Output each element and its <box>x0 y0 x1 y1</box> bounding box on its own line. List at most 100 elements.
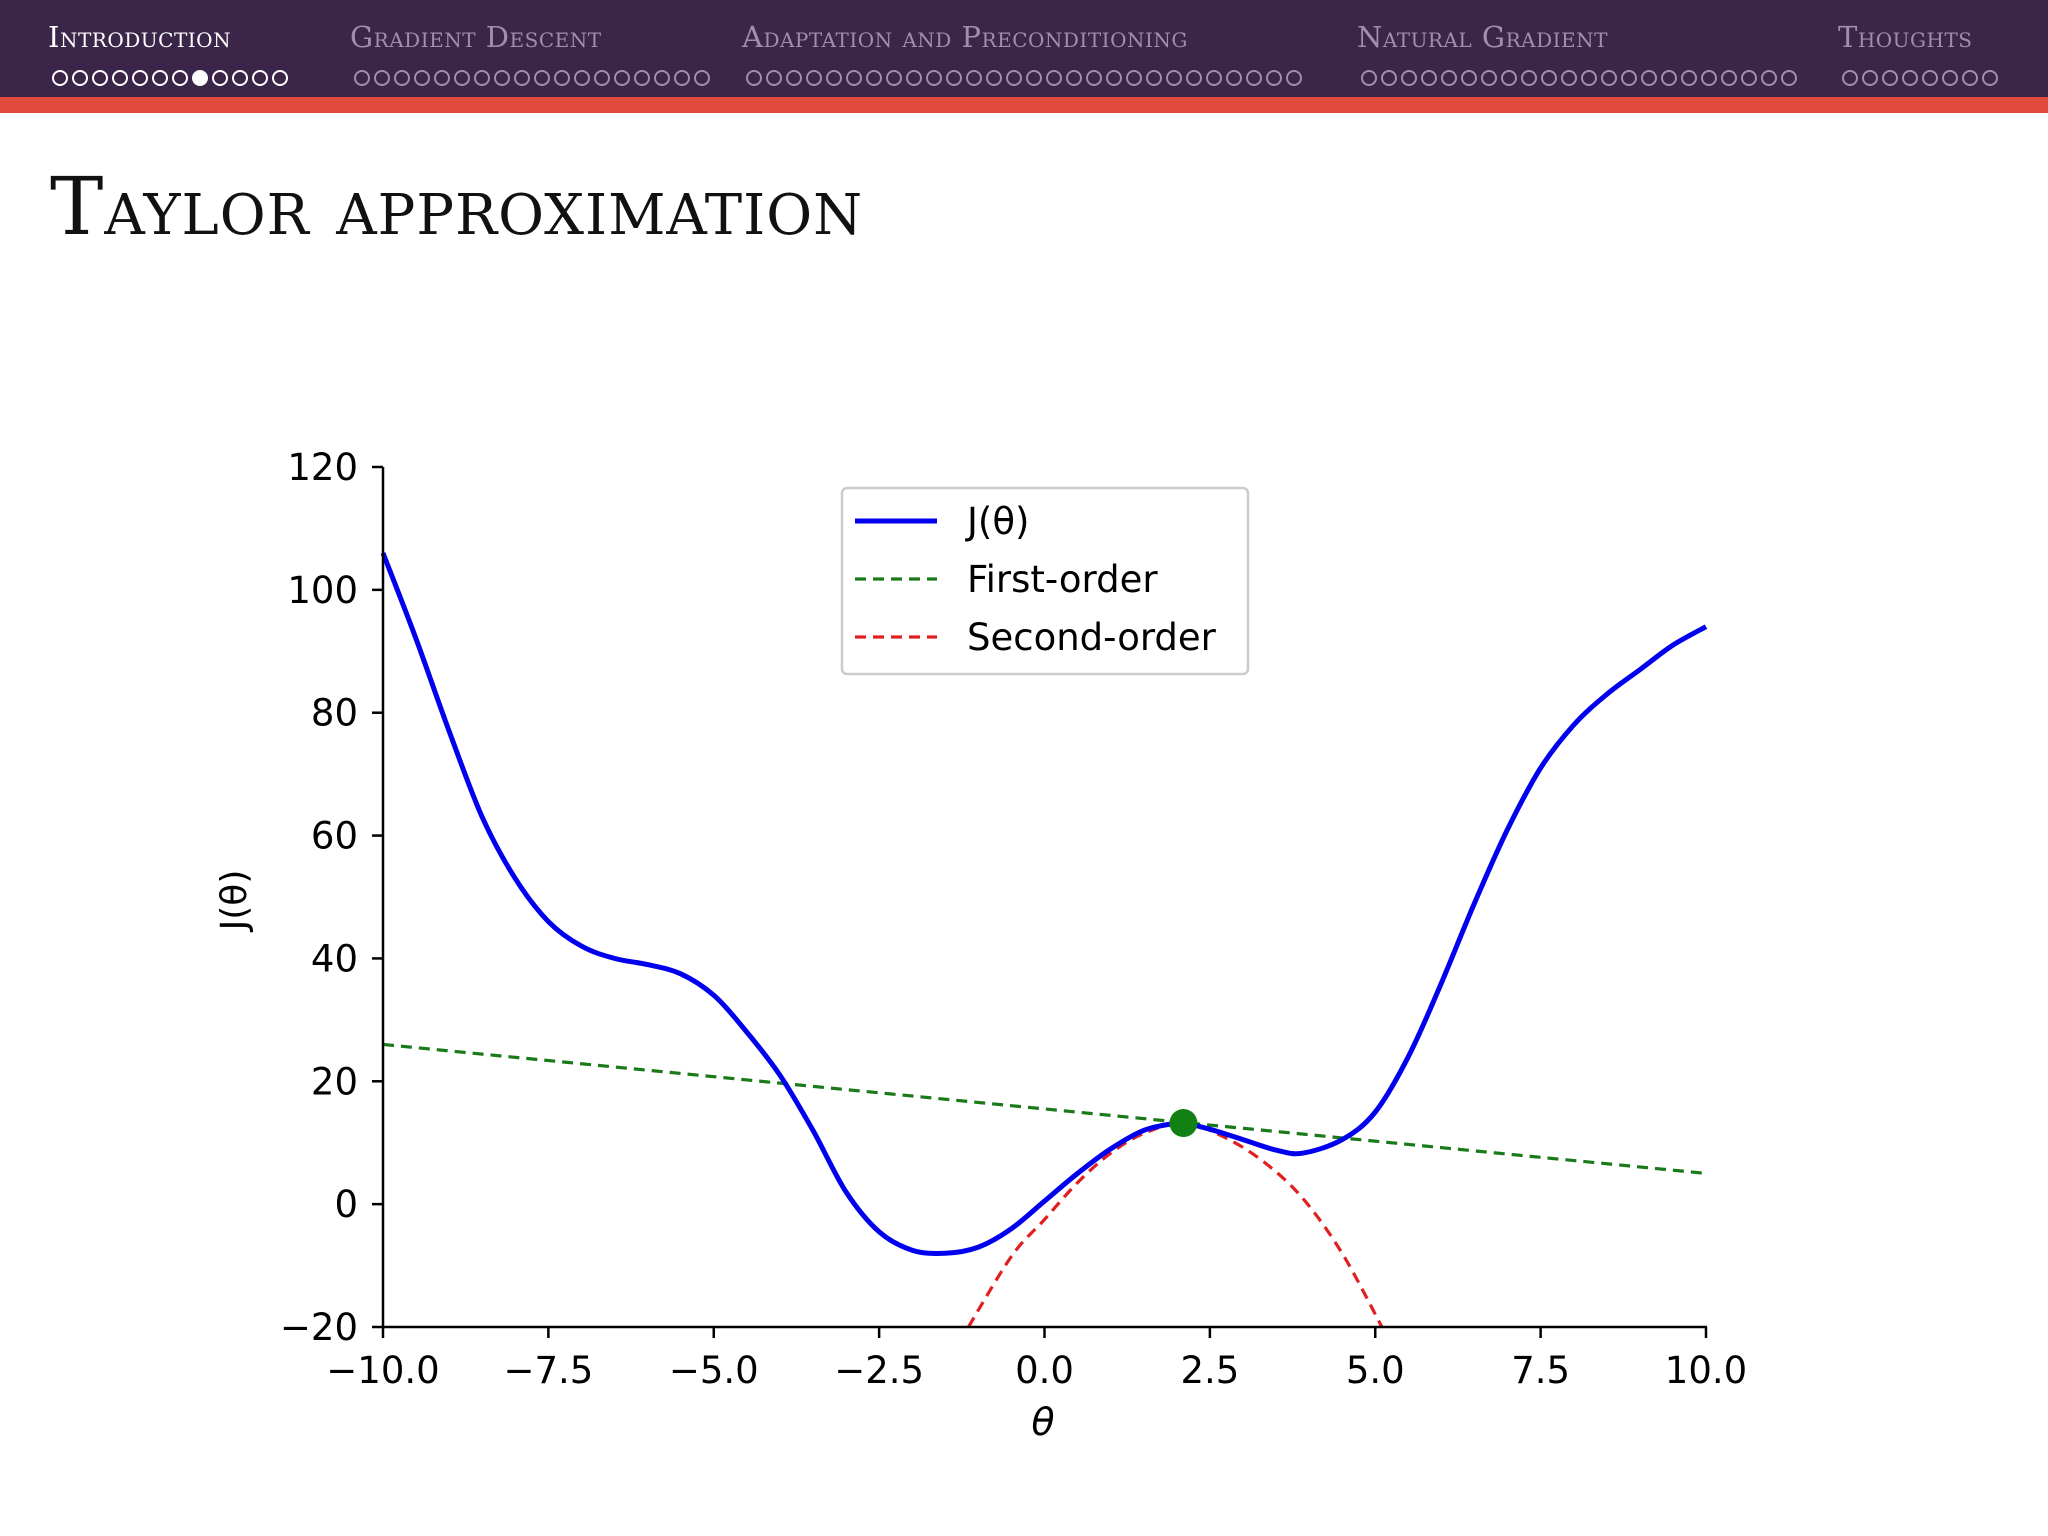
nav-slide-dot[interactable] <box>1126 70 1142 86</box>
legend-entry-second-order-label: Second-order <box>967 616 1217 659</box>
x-tick-label: −5.0 <box>669 1349 759 1392</box>
nav-slide-dot[interactable] <box>1902 70 1918 86</box>
nav-slide-dot[interactable] <box>1781 70 1797 86</box>
nav-slide-dot[interactable] <box>946 70 962 86</box>
nav-slide-dot[interactable] <box>1842 70 1858 86</box>
nav-slide-dot[interactable] <box>1421 70 1437 86</box>
nav-slide-dot[interactable] <box>1441 70 1457 86</box>
nav-slide-dot[interactable] <box>766 70 782 86</box>
nav-slide-dot[interactable] <box>1641 70 1657 86</box>
nav-slide-dot[interactable] <box>1166 70 1182 86</box>
nav-slide-dot[interactable] <box>866 70 882 86</box>
nav-slide-dot[interactable] <box>1621 70 1637 86</box>
nav-slide-dot[interactable] <box>172 70 188 86</box>
nav-slide-dot[interactable] <box>1962 70 1978 86</box>
nav-slide-dot[interactable] <box>1761 70 1777 86</box>
nav-slide-dot[interactable] <box>1361 70 1377 86</box>
nav-slide-dot[interactable] <box>1106 70 1122 86</box>
nav-slide-dot[interactable] <box>1146 70 1162 86</box>
nav-slide-dot[interactable] <box>906 70 922 86</box>
x-tick-label: 7.5 <box>1511 1349 1570 1392</box>
nav-slide-dot[interactable] <box>252 70 268 86</box>
nav-slide-dot[interactable] <box>886 70 902 86</box>
nav-slide-dot[interactable] <box>374 70 390 86</box>
nav-section-introduction[interactable]: Introduction <box>48 20 232 54</box>
nav-slide-dot[interactable] <box>1741 70 1757 86</box>
nav-slide-dot[interactable] <box>614 70 630 86</box>
nav-slide-dot[interactable] <box>1942 70 1958 86</box>
nav-slide-dot[interactable] <box>394 70 410 86</box>
nav-section-gradient-descent[interactable]: Gradient Descent <box>350 20 602 54</box>
y-axis-label: J(θ) <box>214 870 255 933</box>
nav-slide-dot[interactable] <box>434 70 450 86</box>
nav-slide-dot[interactable] <box>272 70 288 86</box>
nav-slide-dot[interactable] <box>694 70 710 86</box>
nav-slide-dot[interactable] <box>1862 70 1878 86</box>
nav-slide-dot[interactable] <box>534 70 550 86</box>
nav-slide-dot[interactable] <box>1286 70 1302 86</box>
nav-slide-dot[interactable] <box>654 70 670 86</box>
nav-slide-dot[interactable] <box>232 70 248 86</box>
nav-slide-dot[interactable] <box>514 70 530 86</box>
nav-slide-dot[interactable] <box>926 70 942 86</box>
nav-slide-dot[interactable] <box>1381 70 1397 86</box>
nav-section-natural-gradient[interactable]: Natural Gradient <box>1357 20 1608 54</box>
nav-slide-dot[interactable] <box>746 70 762 86</box>
nav-slide-dot[interactable] <box>966 70 982 86</box>
nav-slide-dot[interactable] <box>1561 70 1577 86</box>
nav-slide-dot[interactable] <box>414 70 430 86</box>
nav-slide-dot[interactable] <box>1226 70 1242 86</box>
nav-slide-dot[interactable] <box>594 70 610 86</box>
nav-slide-dot[interactable] <box>1026 70 1042 86</box>
nav-slide-dot[interactable] <box>1601 70 1617 86</box>
nav-slide-dot[interactable] <box>554 70 570 86</box>
nav-slide-dot[interactable] <box>1581 70 1597 86</box>
nav-slide-dot[interactable] <box>1501 70 1517 86</box>
nav-slide-dot[interactable] <box>574 70 590 86</box>
nav-slide-dot[interactable] <box>1266 70 1282 86</box>
nav-slide-dot[interactable] <box>72 70 88 86</box>
y-tick-label: 0 <box>334 1183 358 1226</box>
nav-slide-dot[interactable] <box>1922 70 1938 86</box>
nav-slide-dot[interactable] <box>1541 70 1557 86</box>
nav-slide-dot[interactable] <box>1401 70 1417 86</box>
nav-slide-dot[interactable] <box>986 70 1002 86</box>
nav-section-thoughts[interactable]: Thoughts <box>1838 20 1973 54</box>
nav-slide-dot[interactable] <box>454 70 470 86</box>
nav-slide-dot[interactable] <box>1721 70 1737 86</box>
nav-slide-dot[interactable] <box>1186 70 1202 86</box>
nav-slide-dot[interactable] <box>52 70 68 86</box>
nav-slide-dot[interactable] <box>1882 70 1898 86</box>
legend-box <box>840 486 1250 676</box>
nav-slide-dot[interactable] <box>634 70 650 86</box>
nav-slide-dot[interactable] <box>494 70 510 86</box>
nav-slide-dot[interactable] <box>1521 70 1537 86</box>
nav-slide-dot[interactable] <box>826 70 842 86</box>
nav-slide-dot[interactable] <box>112 70 128 86</box>
nav-slide-dot[interactable] <box>354 70 370 86</box>
nav-slide-dot[interactable] <box>152 70 168 86</box>
nav-slide-dot[interactable] <box>1461 70 1477 86</box>
nav-slide-dot[interactable] <box>132 70 148 86</box>
nav-slide-dot[interactable] <box>1206 70 1222 86</box>
nav-slide-dot[interactable] <box>1481 70 1497 86</box>
nav-slide-dot[interactable] <box>786 70 802 86</box>
nav-slide-dot[interactable] <box>1066 70 1082 86</box>
nav-slide-dot[interactable] <box>212 70 228 86</box>
nav-slide-dot[interactable] <box>1982 70 1998 86</box>
nav-slide-dot[interactable] <box>1681 70 1697 86</box>
nav-slide-dot[interactable] <box>1046 70 1062 86</box>
nav-slide-dot[interactable] <box>674 70 690 86</box>
nav-slide-dot[interactable] <box>806 70 822 86</box>
nav-slide-dot[interactable] <box>1701 70 1717 86</box>
nav-slide-dot[interactable] <box>1246 70 1262 86</box>
nav-slide-dot[interactable] <box>192 70 208 86</box>
nav-slide-dot[interactable] <box>92 70 108 86</box>
nav-slide-dot[interactable] <box>474 70 490 86</box>
nav-slide-dot[interactable] <box>1086 70 1102 86</box>
nav-slide-dot[interactable] <box>846 70 862 86</box>
legend-entry-j-theta-label: J(θ) <box>965 500 1029 543</box>
nav-slide-dot[interactable] <box>1006 70 1022 86</box>
nav-slide-dot[interactable] <box>1661 70 1677 86</box>
nav-section-adaptation-preconditioning[interactable]: Adaptation and Preconditioning <box>742 20 1188 54</box>
